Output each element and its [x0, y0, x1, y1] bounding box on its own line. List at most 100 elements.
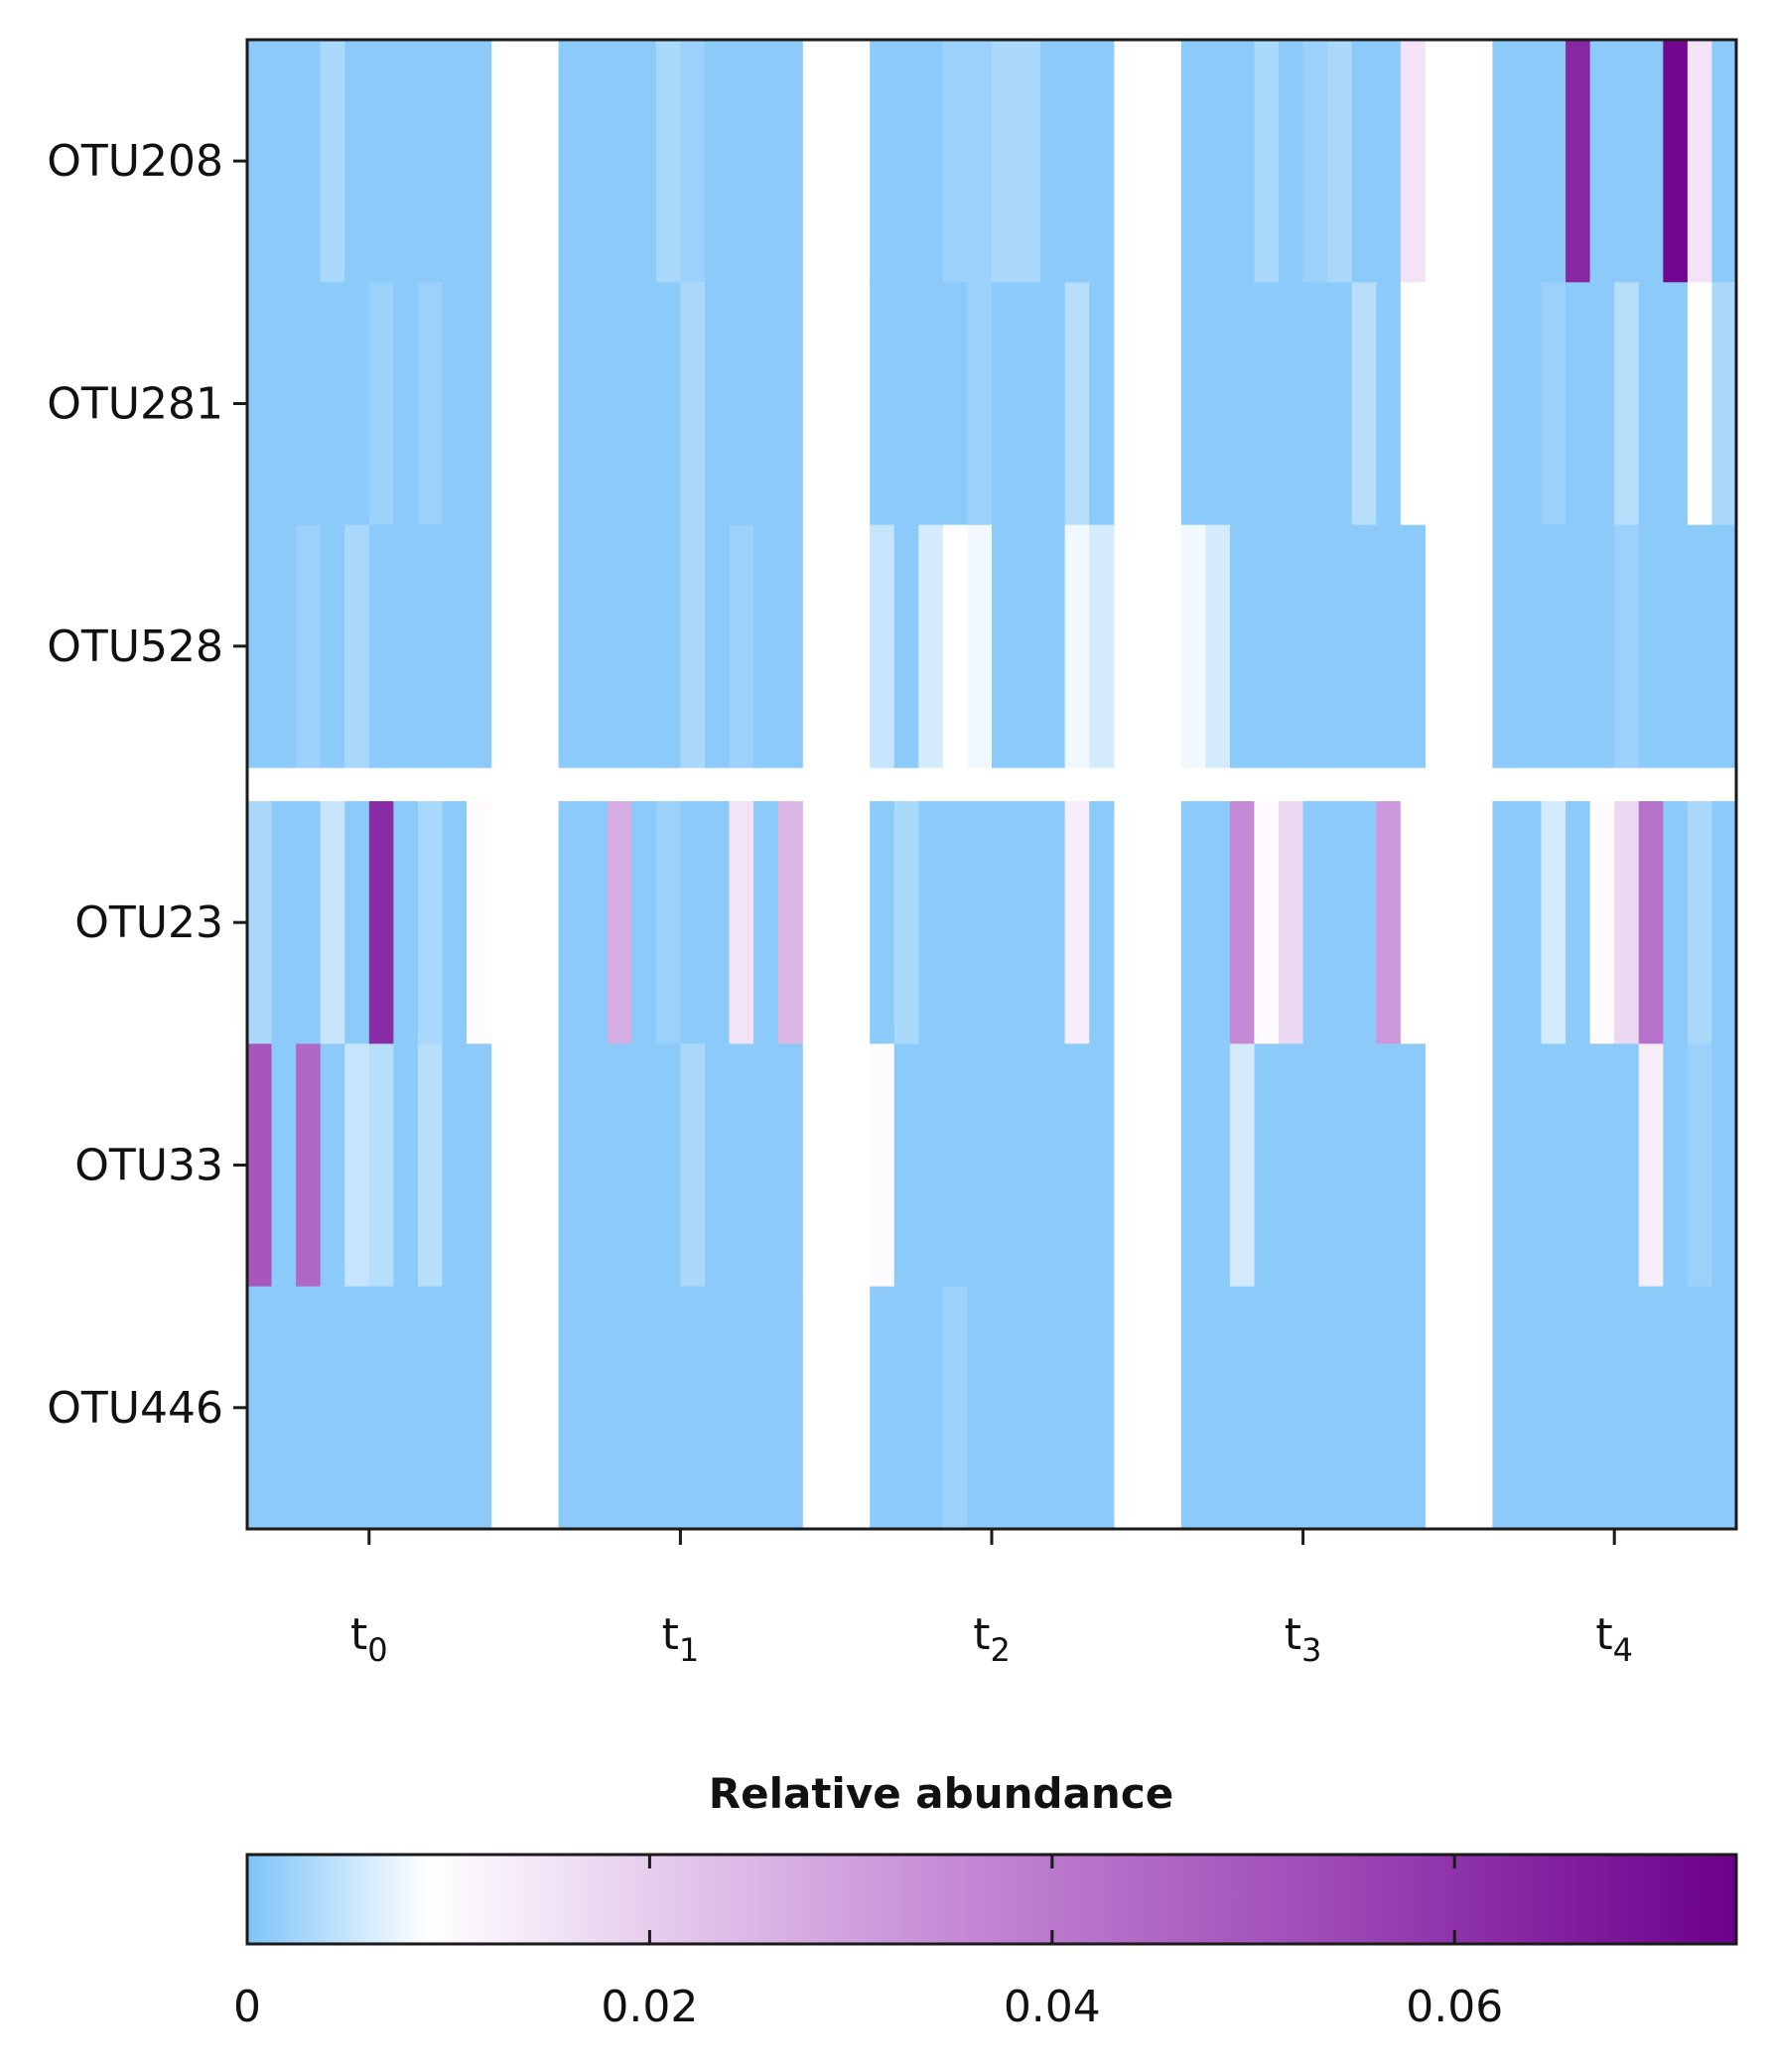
- heatmap-cell: [631, 1286, 657, 1530]
- heatmap-cell: [1180, 40, 1206, 283]
- heatmap-cell: [558, 282, 584, 526]
- heatmap-cell: [1663, 1286, 1689, 1530]
- heatmap-cell: [1516, 282, 1543, 526]
- heatmap-cell: [607, 40, 632, 283]
- heatmap-cell: [942, 40, 969, 283]
- heatmap-cell: [467, 1043, 492, 1288]
- heatmap-cell: [344, 1043, 370, 1288]
- heatmap-cell: [1492, 524, 1518, 768]
- heatmap-cell: [1351, 524, 1377, 768]
- heatmap-cell: [296, 40, 322, 283]
- heatmap-cell: [704, 282, 731, 526]
- heatmap-cell: [368, 40, 394, 283]
- heatmap-cell: [1566, 40, 1591, 283]
- heatmap-cell: [1589, 801, 1615, 1044]
- y-tick-label: OTU33: [74, 1141, 223, 1191]
- heatmap-cell: [680, 1043, 706, 1288]
- heatmap-cell: [918, 801, 944, 1044]
- heatmap-cell: [1040, 282, 1066, 526]
- heatmap-cell: [1541, 801, 1567, 1044]
- x-tick-label: t1: [662, 1609, 700, 1669]
- heatmap-cell: [1492, 1286, 1518, 1530]
- heatmap-cell: [417, 282, 444, 526]
- heatmap-cell: [1016, 1286, 1041, 1530]
- heatmap-cell: [1229, 801, 1256, 1044]
- heatmap-cell: [1064, 40, 1090, 283]
- heatmap-cell: [467, 801, 492, 1044]
- y-tick-label: OTU208: [47, 136, 223, 187]
- heatmap-cell: [1687, 801, 1713, 1044]
- heatmap-cell: [1376, 524, 1402, 768]
- heatmap-cell: [558, 524, 584, 768]
- heatmap-cell: [729, 801, 754, 1044]
- heatmap-cell: [1040, 524, 1066, 768]
- heatmap-cell: [631, 801, 657, 1044]
- heatmap-cell: [1180, 1286, 1206, 1530]
- heatmap-cell: [704, 40, 731, 283]
- heatmap-cell: [753, 1043, 779, 1288]
- heatmap-cells: [247, 40, 1737, 1530]
- heatmap-cell: [680, 524, 706, 768]
- heatmap-cell: [631, 524, 657, 768]
- heatmap-cell: [1016, 524, 1041, 768]
- heatmap-cell: [320, 801, 345, 1044]
- heatmap-cell: [870, 40, 895, 283]
- heatmap-cell: [870, 1286, 895, 1530]
- heatmap-cell: [320, 1043, 345, 1288]
- heatmap-cell: [704, 1043, 731, 1288]
- heatmap-cell: [992, 1043, 1018, 1288]
- heatmap-cell: [1279, 40, 1304, 283]
- heatmap-cell: [942, 282, 969, 526]
- heatmap-cell: [368, 524, 394, 768]
- heatmap-cell: [1205, 524, 1231, 768]
- heatmap-cell: [1711, 1043, 1737, 1288]
- heatmap-cell: [1040, 1286, 1066, 1530]
- x-tick-label: t4: [1595, 1609, 1633, 1669]
- heatmap-cell: [1327, 40, 1353, 283]
- heatmap-cell: [1089, 801, 1115, 1044]
- heatmap-cell: [777, 801, 803, 1044]
- heatmap-cell: [729, 1043, 754, 1288]
- heatmap-cell: [1400, 282, 1426, 526]
- heatmap-cell: [296, 1286, 322, 1530]
- heatmap-cell: [1254, 524, 1280, 768]
- heatmap-cell: [1589, 524, 1615, 768]
- heatmap-cell: [1351, 1286, 1377, 1530]
- heatmap-cell: [1687, 40, 1713, 283]
- heatmap-cell: [1016, 801, 1041, 1044]
- heatmap-cell: [1516, 801, 1543, 1044]
- heatmap-cell: [893, 524, 919, 768]
- heatmap-cell: [467, 524, 492, 768]
- heatmap-cell: [680, 282, 706, 526]
- heatmap-cell: [1589, 1286, 1615, 1530]
- heatmap-cell: [1351, 40, 1377, 283]
- heatmap-cell: [967, 282, 993, 526]
- heatmap-cell: [1180, 524, 1206, 768]
- heatmap-cell: [417, 801, 444, 1044]
- heatmap-cell: [893, 282, 919, 526]
- heatmap-cell: [918, 524, 944, 768]
- heatmap-cell: [368, 1286, 394, 1530]
- heatmap-cell: [1687, 1286, 1713, 1530]
- heatmap-cell: [1638, 1043, 1664, 1288]
- heatmap-cell: [247, 524, 273, 768]
- heatmap-cell: [417, 40, 444, 283]
- heatmap-cell: [992, 524, 1018, 768]
- heatmap-cell: [1279, 282, 1304, 526]
- heatmap-cell: [1516, 1043, 1543, 1288]
- heatmap-cell: [704, 801, 731, 1044]
- heatmap-cell: [777, 1043, 803, 1288]
- heatmap-cell: [1064, 1043, 1090, 1288]
- heatmap-cell: [655, 1043, 681, 1288]
- heatmap-cell: [942, 524, 969, 768]
- heatmap-cell: [1711, 801, 1737, 1044]
- heatmap-cell: [870, 282, 895, 526]
- heatmap-cell: [583, 801, 609, 1044]
- x-tick-label: t0: [350, 1609, 388, 1669]
- heatmap-cell: [1089, 40, 1115, 283]
- heatmap-cell: [631, 40, 657, 283]
- heatmap-cell: [558, 1286, 584, 1530]
- heatmap-cell: [893, 1043, 919, 1288]
- heatmap-cell: [1614, 282, 1640, 526]
- heatmap-cell: [271, 1043, 297, 1288]
